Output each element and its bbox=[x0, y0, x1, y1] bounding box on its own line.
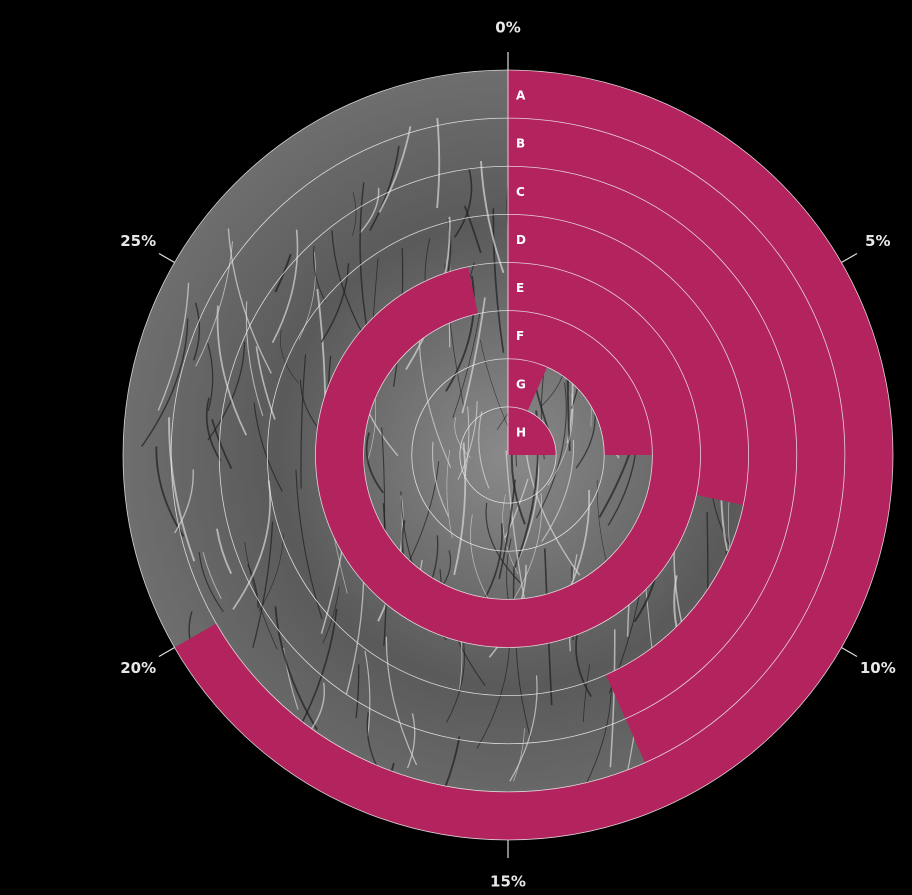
strand bbox=[463, 406, 470, 480]
strand bbox=[575, 411, 596, 469]
strand bbox=[378, 126, 412, 213]
ring-label: B bbox=[516, 137, 525, 151]
ring-label: H bbox=[516, 425, 526, 439]
ring-bar bbox=[508, 406, 557, 455]
strand bbox=[157, 282, 190, 411]
tick-label: 20% bbox=[120, 659, 156, 677]
strand bbox=[582, 664, 591, 723]
ring-label: F bbox=[516, 329, 524, 343]
strand bbox=[480, 339, 512, 434]
strand bbox=[198, 551, 224, 613]
strand bbox=[369, 145, 400, 232]
strand bbox=[485, 502, 522, 584]
strand bbox=[509, 675, 538, 782]
strand bbox=[575, 629, 592, 698]
strand bbox=[535, 382, 567, 519]
strand bbox=[364, 650, 371, 737]
strand bbox=[244, 541, 278, 650]
strand bbox=[211, 419, 233, 470]
strand bbox=[300, 354, 307, 489]
tick-mark bbox=[841, 252, 858, 264]
strand bbox=[207, 342, 214, 412]
tick-mark bbox=[158, 646, 175, 658]
strand bbox=[216, 305, 248, 436]
ring-label: D bbox=[516, 233, 526, 247]
ring-bar bbox=[508, 214, 749, 506]
strand bbox=[607, 451, 637, 526]
ring-label: G bbox=[516, 377, 526, 391]
strand bbox=[280, 330, 299, 384]
strand bbox=[547, 393, 574, 486]
tick-label: 5% bbox=[865, 232, 890, 250]
strand bbox=[245, 301, 264, 416]
tick-mark bbox=[158, 252, 175, 264]
strand bbox=[352, 192, 357, 236]
strand bbox=[322, 586, 340, 644]
strand bbox=[168, 417, 196, 562]
strand bbox=[192, 302, 201, 361]
ring-label: C bbox=[516, 185, 525, 199]
strand bbox=[253, 402, 283, 492]
strand bbox=[541, 439, 575, 542]
strand bbox=[524, 445, 581, 576]
strand bbox=[359, 182, 370, 341]
strand bbox=[355, 664, 360, 719]
strand bbox=[453, 442, 467, 576]
strand bbox=[436, 117, 441, 209]
strand bbox=[453, 168, 473, 238]
ring-bar bbox=[508, 358, 548, 412]
strand bbox=[513, 728, 525, 782]
strand bbox=[432, 441, 450, 517]
strand bbox=[140, 318, 189, 448]
strand bbox=[445, 642, 465, 723]
strand bbox=[232, 480, 271, 610]
strand bbox=[609, 629, 616, 768]
strand bbox=[446, 449, 453, 539]
strand bbox=[313, 245, 326, 302]
strand bbox=[255, 346, 276, 420]
strand bbox=[227, 228, 272, 374]
strand bbox=[505, 450, 526, 601]
strand bbox=[457, 401, 478, 480]
strand bbox=[406, 713, 416, 769]
strand bbox=[271, 229, 299, 344]
strand bbox=[480, 160, 505, 274]
strand bbox=[452, 313, 481, 419]
tick-label: 10% bbox=[860, 659, 896, 677]
strand bbox=[463, 205, 482, 254]
tick-label: 25% bbox=[120, 232, 156, 250]
strand bbox=[252, 521, 274, 648]
strand bbox=[274, 606, 318, 731]
ring-bar bbox=[508, 166, 797, 719]
strand bbox=[320, 263, 350, 343]
strand bbox=[492, 208, 505, 353]
tick-mark bbox=[841, 646, 858, 658]
strand bbox=[461, 297, 486, 414]
strand bbox=[205, 397, 222, 462]
strand bbox=[216, 528, 233, 575]
strand bbox=[365, 432, 384, 494]
strand bbox=[202, 552, 222, 600]
strand bbox=[195, 241, 233, 367]
strand bbox=[174, 469, 194, 534]
strand bbox=[359, 187, 380, 234]
strand bbox=[502, 494, 519, 575]
ring-label: A bbox=[516, 89, 526, 103]
ring-label: E bbox=[516, 281, 524, 295]
strand bbox=[498, 479, 516, 579]
ring-bar bbox=[508, 118, 845, 763]
tick-label: 15% bbox=[490, 873, 526, 891]
strand bbox=[478, 411, 490, 489]
strand bbox=[385, 636, 418, 766]
strand bbox=[258, 533, 284, 612]
tick-label: 0% bbox=[495, 19, 520, 37]
strand bbox=[298, 251, 316, 340]
strand bbox=[445, 275, 475, 392]
ring-bar bbox=[508, 310, 653, 455]
